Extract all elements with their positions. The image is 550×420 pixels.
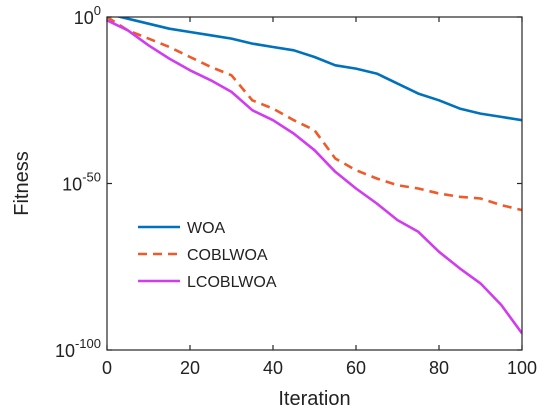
- x-tick-label: 60: [346, 358, 366, 378]
- legend-label-lcoblwoa: LCOBLWOA: [187, 274, 277, 291]
- legend-label-coblwoa: COBLWOA: [187, 247, 268, 264]
- series-line-coblwoa: [107, 17, 522, 212]
- axes-layer: 0 20 40 60 80 100 100 10-50 10-100: [55, 3, 537, 378]
- x-tick-label: 80: [429, 358, 449, 378]
- y-axis-title: Fitness: [11, 151, 33, 215]
- x-tick-label: 100: [507, 358, 537, 378]
- x-tick-label: 40: [263, 358, 283, 378]
- axes-box: [106, 16, 523, 351]
- y-tick-label: 10-50: [62, 170, 101, 195]
- series-layer: [107, 17, 522, 335]
- legend-label-woa: WOA: [187, 220, 226, 237]
- series-line-lcoblwoa: [107, 19, 522, 335]
- x-axis-title: Iteration: [278, 388, 350, 410]
- y-tick-label: 100: [74, 3, 101, 28]
- series-line-woa: [115, 17, 522, 122]
- x-tick-label: 0: [102, 358, 112, 378]
- x-tick-label: 20: [180, 358, 200, 378]
- legend: WOA COBLWOA LCOBLWOA: [138, 220, 277, 291]
- y-tick-label: 10-100: [55, 336, 101, 361]
